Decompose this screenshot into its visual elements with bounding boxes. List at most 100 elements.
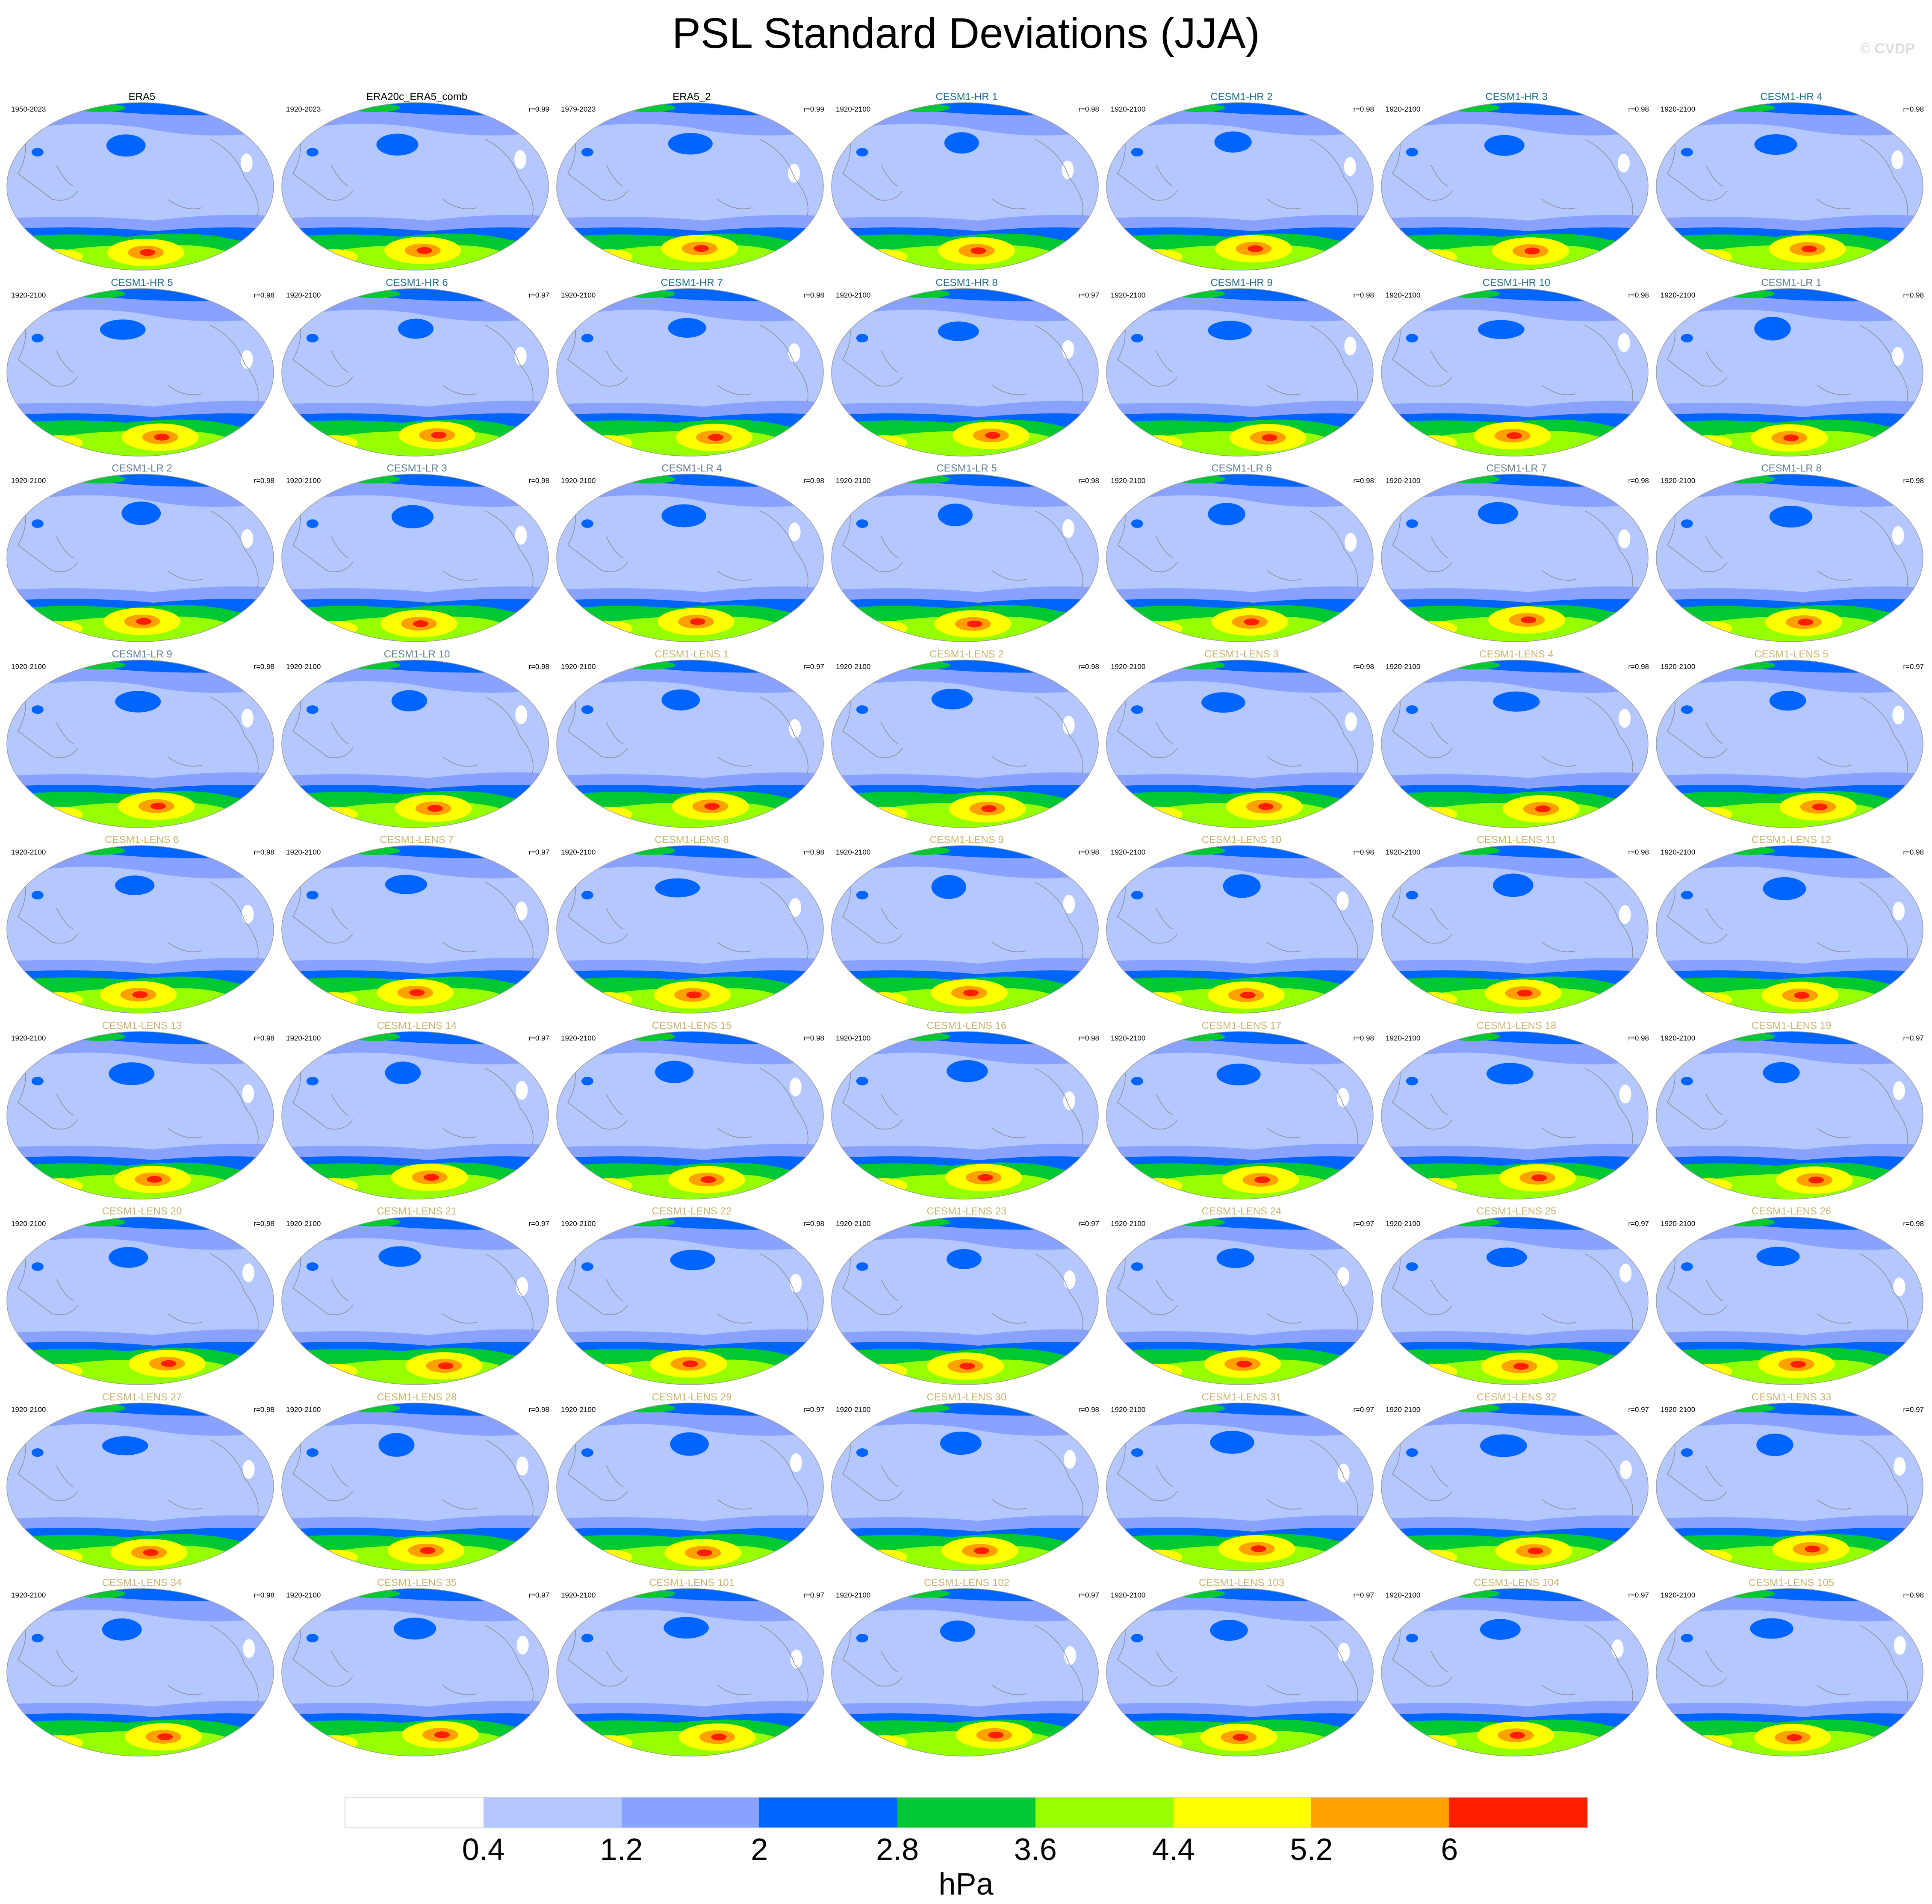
panel-correlation: r=0.97 [528, 1591, 549, 1599]
panel-years: 1920-2100 [1386, 1405, 1421, 1414]
map-panel: CESM1-LENS 32 1920-2100 r=0.97 [1380, 1391, 1653, 1577]
map-panel: CESM1-LENS 20 1920-2100 r=0.98 [5, 1205, 279, 1391]
panel-years: 1920-2100 [1111, 105, 1146, 113]
globe-map [831, 659, 1099, 828]
globe-map [831, 1588, 1099, 1757]
panel-title: CESM1-LENS 105 [1748, 1577, 1835, 1589]
globe-map [1656, 1588, 1923, 1757]
globe-map [281, 1402, 549, 1571]
panel-correlation: r=0.98 [1078, 1034, 1099, 1042]
map-panel: CESM1-LENS 33 1920-2100 r=0.97 [1655, 1391, 1928, 1577]
globe-map [831, 1217, 1099, 1385]
panel-correlation: r=0.98 [1903, 1220, 1924, 1228]
panel-years: 1920-2100 [1661, 1405, 1696, 1414]
panel-years: 1920-2100 [286, 1220, 321, 1228]
map-panel: CESM1-LR 7 1920-2100 r=0.98 [1380, 462, 1653, 648]
map-panel: CESM1-LR 4 1920-2100 r=0.98 [555, 462, 829, 648]
globe-map [1656, 1031, 1923, 1200]
panel-years: 1920-2100 [836, 1591, 871, 1599]
map-panel: CESM1-LENS 6 1920-2100 r=0.98 [5, 834, 279, 1019]
globe-map [1381, 1031, 1649, 1200]
map-panel: ERA5 1950-2023 [5, 91, 279, 276]
panel-correlation: r=0.97 [1078, 1591, 1099, 1599]
panel-years: 1920-2100 [1386, 1220, 1421, 1228]
globe-map [556, 288, 824, 457]
panel-correlation: r=0.98 [528, 477, 549, 485]
panel-title: CESM1-HR 7 [661, 277, 723, 289]
panel-title: CESM1-LENS 23 [926, 1205, 1007, 1217]
map-panel: CESM1-LENS 30 1920-2100 r=0.98 [830, 1391, 1103, 1577]
colorbar-tick-label: 2.8 [876, 1833, 919, 1867]
panel-years: 1920-2100 [561, 1220, 596, 1228]
panel-title: CESM1-LR 6 [1211, 463, 1272, 474]
panel-title: CESM1-HR 10 [1482, 277, 1551, 289]
map-panel: CESM1-LR 5 1920-2100 r=0.98 [830, 462, 1103, 648]
map-panel: CESM1-LENS 105 1920-2100 r=0.98 [1655, 1577, 1928, 1762]
globe-map [6, 102, 274, 271]
panel-title: CESM1-LENS 17 [1201, 1020, 1282, 1032]
map-panel: CESM1-LENS 25 1920-2100 r=0.97 [1380, 1205, 1653, 1391]
globe-map [1106, 1031, 1374, 1200]
panel-correlation: r=0.97 [1353, 1591, 1374, 1599]
globe-map [831, 1031, 1099, 1200]
colorbar-swatch [1173, 1798, 1312, 1827]
figure-title: PSL Standard Deviations (JJA) [672, 9, 1260, 57]
globe-map [1106, 288, 1374, 457]
panel-correlation: r=0.97 [1078, 1220, 1099, 1228]
panel-years: 1920-2100 [836, 291, 871, 299]
panel-years: 1920-2100 [1661, 848, 1696, 856]
map-panel: CESM1-HR 6 1920-2100 r=0.97 [280, 277, 554, 462]
panel-correlation: r=0.98 [254, 1034, 274, 1042]
map-panel: CESM1-LENS 11 1920-2100 r=0.98 [1380, 834, 1653, 1019]
panel-correlation: r=0.98 [1628, 1034, 1649, 1042]
panel-years: 1920-2100 [836, 477, 871, 485]
panel-correlation: r=0.98 [254, 291, 274, 299]
colorbar-tick-label: 6 [1441, 1833, 1458, 1867]
panel-years: 1920-2100 [11, 848, 46, 856]
panel-title: CESM1-LENS 13 [102, 1020, 182, 1032]
globe-map [281, 1588, 549, 1757]
colorbar-tick-label: 2 [751, 1833, 768, 1867]
globe-map [281, 474, 549, 642]
globe-map [1656, 102, 1923, 271]
globe-map [831, 102, 1099, 271]
panel-years: 1920-2100 [11, 291, 46, 299]
globe-map [1381, 1402, 1649, 1571]
panel-years: 1920-2100 [836, 105, 871, 113]
globe-map [6, 659, 274, 828]
panel-correlation: r=0.98 [1078, 662, 1099, 671]
panel-correlation: r=0.98 [1353, 105, 1374, 113]
panel-correlation: r=0.97 [1903, 662, 1924, 671]
map-panel: CESM1-LENS 13 1920-2100 r=0.98 [5, 1020, 279, 1205]
map-panel: CESM1-LENS 8 1920-2100 r=0.98 [555, 834, 829, 1019]
panel-title: CESM1-HR 1 [935, 91, 998, 103]
panel-years: 1920-2100 [1111, 1220, 1146, 1228]
panel-correlation: r=0.97 [1078, 291, 1099, 299]
map-panel: CESM1-LENS 35 1920-2100 r=0.97 [280, 1577, 554, 1762]
panel-years: 1920-2100 [286, 1405, 321, 1414]
panel-title: CESM1-LENS 32 [1476, 1391, 1557, 1403]
panel-correlation: r=0.97 [528, 848, 549, 856]
panel-title: CESM1-LR 5 [936, 463, 997, 474]
panel-correlation: r=0.97 [1353, 1220, 1374, 1228]
globe-map [1381, 1217, 1649, 1385]
globe-map [1381, 288, 1649, 457]
panel-title: CESM1-LR 1 [1761, 277, 1822, 289]
globe-map [831, 845, 1099, 1014]
globe-map [1381, 845, 1649, 1014]
panel-correlation: r=0.97 [803, 662, 824, 671]
globe-map [1656, 474, 1923, 642]
panel-years: 1920-2100 [11, 1034, 46, 1042]
colorbar-labels: 0.4 1.2 2 2.8 3.6 4.4 5.2 6 [0, 1830, 1932, 1869]
panel-years: 1920-2100 [286, 477, 321, 485]
panel-title: CESM1-LENS 18 [1476, 1020, 1557, 1032]
globe-map [1381, 1588, 1649, 1757]
globe-map [556, 474, 824, 642]
panel-correlation: r=0.97 [1628, 1591, 1649, 1599]
panel-years: 1920-2100 [1386, 662, 1421, 671]
colorbar-tick-label: 0.4 [462, 1833, 505, 1867]
panel-title: CESM1-LENS 22 [652, 1205, 732, 1217]
map-panel: CESM1-LENS 26 1920-2100 r=0.98 [1655, 1205, 1928, 1391]
panel-title: ERA20c_ERA5_comb [366, 91, 468, 103]
